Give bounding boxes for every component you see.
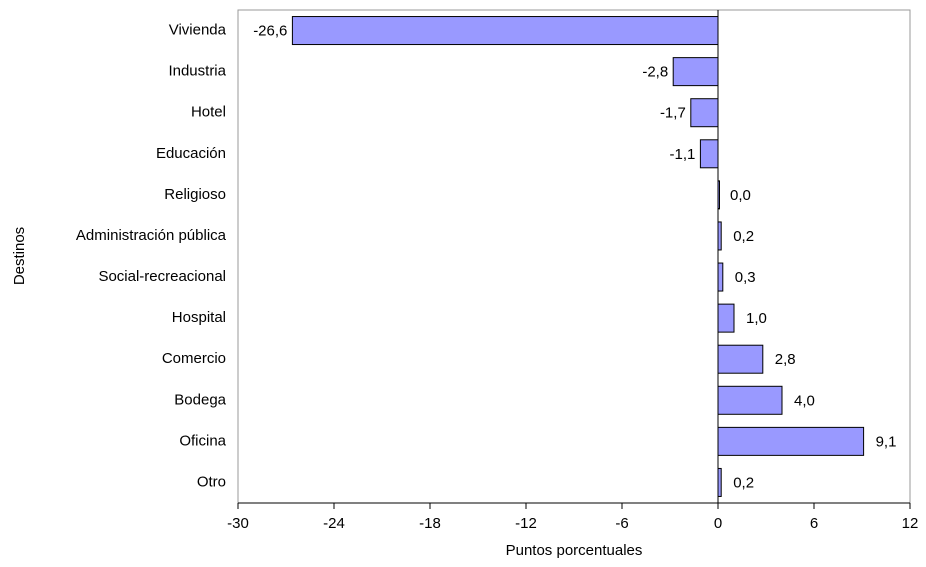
x-axis-label: Puntos porcentuales (506, 542, 643, 559)
y-tick-label: Otro (197, 473, 226, 490)
y-tick-label: Vivienda (169, 22, 227, 39)
y-tick-label: Administración pública (76, 227, 227, 244)
y-tick-label: Social-recreacional (98, 268, 226, 285)
data-label: 4,0 (794, 392, 815, 409)
x-tick-label: -6 (615, 515, 628, 532)
y-tick-label: Hospital (172, 309, 226, 326)
y-tick-label: Oficina (179, 432, 226, 449)
bar (717, 385, 783, 415)
x-tick-label: -30 (227, 515, 249, 532)
y-tick-label: Educación (156, 145, 226, 162)
data-label: -1,1 (670, 146, 696, 163)
bar (690, 98, 719, 128)
data-label: 0,2 (733, 228, 754, 245)
data-label: 0,0 (730, 187, 751, 204)
data-label: -2,8 (642, 64, 668, 81)
x-tick-label: -12 (515, 515, 537, 532)
data-label: 0,3 (735, 269, 756, 286)
data-label: 9,1 (876, 433, 897, 450)
x-tick-label: -18 (419, 515, 441, 532)
x-tick-label: 6 (810, 515, 818, 532)
data-label: -1,7 (660, 105, 686, 122)
data-label: -26,6 (253, 23, 287, 40)
bar (291, 16, 719, 46)
data-label: 1,0 (746, 310, 767, 327)
data-label: 2,8 (775, 351, 796, 368)
bar (717, 262, 724, 292)
bar (717, 303, 735, 333)
data-label: 0,2 (733, 474, 754, 491)
y-tick-label: Comercio (162, 350, 226, 367)
y-tick-label: Religioso (164, 186, 226, 203)
x-tick-label: 12 (902, 515, 919, 532)
bar (717, 426, 865, 456)
x-tick-label: 0 (714, 515, 722, 532)
y-tick-label: Industria (168, 63, 226, 80)
y-tick-label: Bodega (174, 391, 226, 408)
bar (672, 57, 719, 87)
bar (699, 139, 719, 169)
y-tick-label: Hotel (191, 104, 226, 121)
bar (717, 344, 764, 374)
y-axis-label: Destinos (11, 227, 28, 285)
x-tick-label: -24 (323, 515, 345, 532)
